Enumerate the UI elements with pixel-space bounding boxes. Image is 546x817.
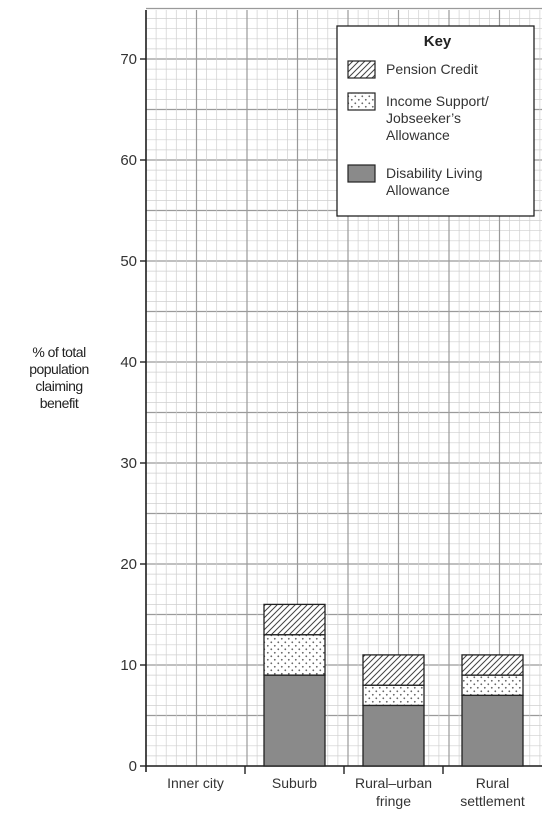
x-category-label: Suburb	[272, 775, 317, 791]
legend: Key Pension Credit Income Support/Jobseeke…	[336, 25, 535, 217]
y-tick-label: 10	[120, 657, 137, 674]
bar-segment	[461, 674, 524, 696]
legend-swatch	[347, 60, 376, 79]
x-category-label: Rural settlement	[460, 775, 525, 809]
legend-swatch	[347, 164, 376, 183]
x-category-label: Rural–urban fringe	[355, 775, 432, 809]
y-tick-label: 30	[120, 455, 137, 472]
bar-segment	[362, 654, 425, 686]
y-tick-label: 0	[129, 758, 137, 775]
labels: 0 10 20 30 40 50 60 70 Inner city Suburb Rural–urb…	[120, 51, 525, 809]
bar-segment	[263, 603, 326, 636]
legend-box	[336, 25, 535, 217]
y-tick-label: 40	[120, 354, 137, 371]
y-axis-label-line: benefit	[39, 395, 79, 411]
bar-segment	[461, 694, 524, 767]
y-axis-label-line: % of total	[32, 344, 86, 360]
bar-segment	[362, 704, 425, 767]
bars	[263, 603, 524, 767]
y-axis-label: % of total population claiming benefit	[4, 344, 114, 412]
bar-segment	[461, 654, 524, 676]
legend-title: Key	[424, 33, 452, 50]
y-tick-label: 50	[120, 253, 137, 270]
y-tick-label: 20	[120, 556, 137, 573]
legend-entry-label: Income Support/Jobseeker’s Allowance	[386, 93, 489, 143]
x-category-label: Inner city	[167, 775, 224, 791]
y-axis-label-line: population	[29, 361, 89, 377]
legend-entry-label: Pension Credit	[386, 61, 478, 77]
bar-segment	[362, 684, 425, 707]
y-tick-label: 60	[120, 152, 137, 169]
y-axis-label-line: claiming	[35, 378, 83, 394]
legend-entry-label: Disability Living Allowance	[386, 165, 482, 198]
bar-segment	[263, 674, 326, 767]
bar-segment	[263, 634, 326, 676]
legend-swatch	[347, 92, 376, 111]
y-tick-label: 70	[120, 51, 137, 68]
